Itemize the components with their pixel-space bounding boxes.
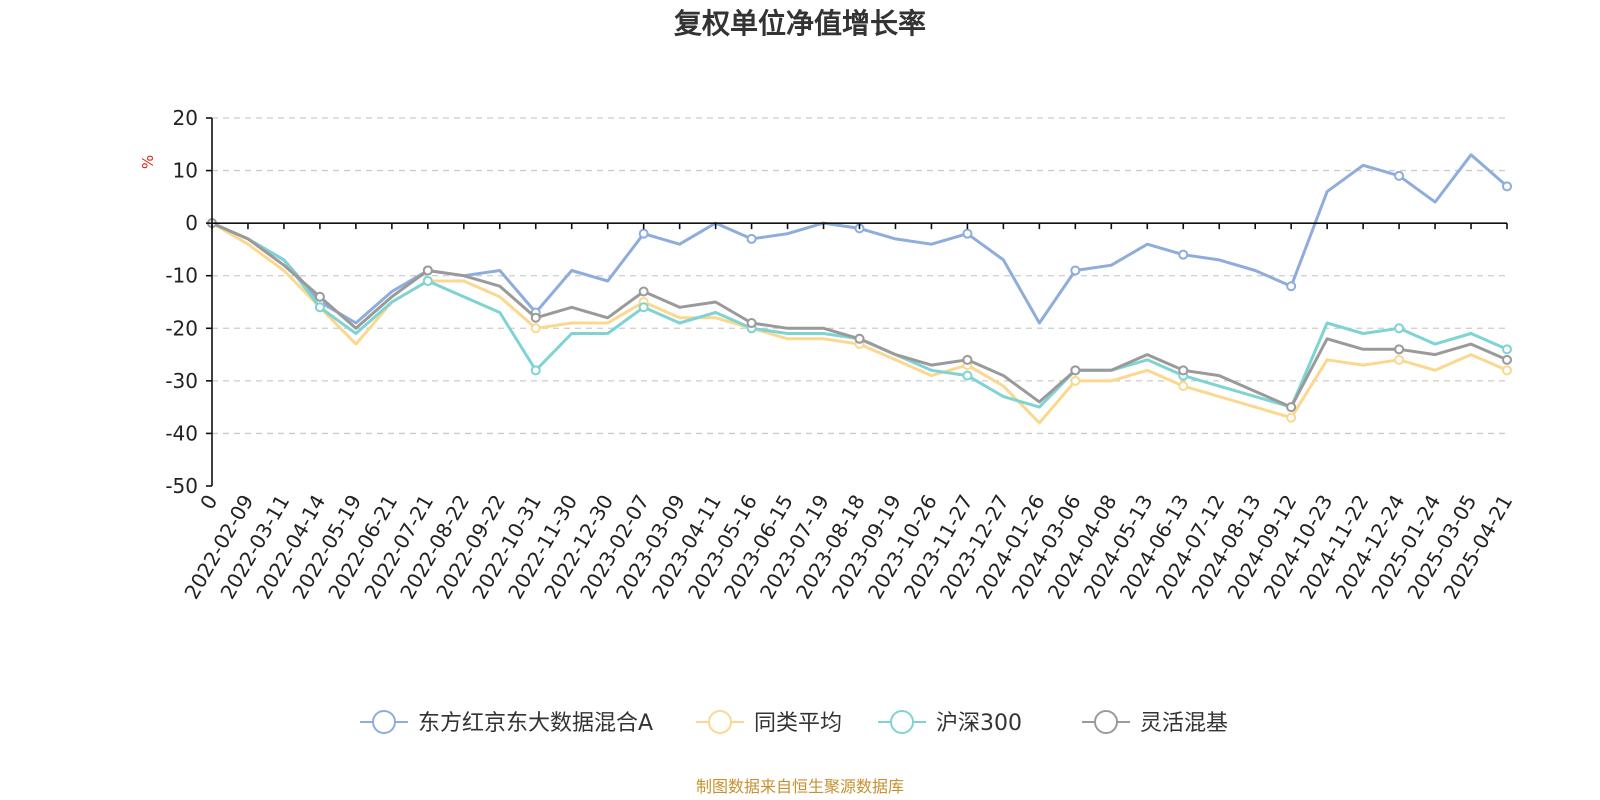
y-axis-unit: % (139, 155, 157, 169)
series-point (1178, 249, 1189, 260)
legend-item[interactable]: 灵活混基 (1082, 710, 1228, 736)
series-point (530, 312, 541, 323)
series-point (1394, 354, 1405, 365)
y-tick-label: 10 (173, 159, 198, 183)
series-point (1286, 402, 1297, 413)
legend-label: 同类平均 (754, 711, 842, 736)
series-point (746, 233, 757, 244)
source-note: 制图数据来自恒生聚源数据库 (696, 777, 904, 796)
series-point (530, 323, 541, 334)
series-point (638, 286, 649, 297)
y-tick-label: -50 (165, 474, 198, 498)
y-tick-label: -40 (165, 421, 198, 445)
y-tick-label: -20 (165, 316, 198, 340)
series-point (1070, 375, 1081, 386)
legend: 东方红京东大数据混合A 同类平均 沪深300 灵活混基 (360, 710, 1228, 736)
y-tick-label: -30 (165, 369, 198, 393)
x-tick-label: 0 (195, 491, 222, 514)
legend-item[interactable]: 东方红京东大数据混合A (360, 710, 653, 736)
series-point (422, 275, 433, 286)
series-point (1178, 381, 1189, 392)
series-point (638, 302, 649, 313)
series-line-2 (210, 221, 1509, 409)
legend-label: 沪深300 (936, 711, 1022, 736)
legend-marker-icon (708, 710, 732, 734)
series-point (854, 333, 865, 344)
series-point (1070, 265, 1081, 276)
series-point (638, 228, 649, 239)
y-tick-label: 0 (185, 211, 198, 235)
series-point (962, 228, 973, 239)
series-point (1502, 181, 1512, 192)
series-point (530, 365, 541, 376)
series-point (1286, 281, 1297, 292)
chart-title: 复权单位净值增长率 (674, 7, 926, 40)
series-point (422, 265, 433, 276)
series-line-1 (210, 221, 1509, 425)
legend-marker-icon (1094, 710, 1118, 734)
series-point (746, 318, 757, 329)
y-tick-label: -10 (165, 264, 198, 288)
legend-item[interactable]: 沪深300 (878, 710, 1022, 736)
series-line-0 (210, 153, 1509, 325)
series-point (1502, 344, 1512, 355)
series-point (314, 291, 325, 302)
legend-label: 灵活混基 (1140, 711, 1228, 736)
y-tick-label: 20 (173, 106, 198, 130)
series-line-3 (210, 221, 1509, 409)
series-point (1394, 344, 1405, 355)
series-point (1394, 323, 1405, 334)
series-point (314, 302, 325, 313)
gridlines (212, 117, 1507, 435)
series-point (1502, 365, 1512, 376)
series-point (1070, 365, 1081, 376)
legend-marker-icon (890, 710, 914, 734)
legend-label: 东方红京东大数据混合A (418, 711, 653, 736)
legend-item[interactable]: 同类平均 (696, 710, 842, 736)
series-point (1178, 365, 1189, 376)
legend-marker-icon (372, 710, 396, 734)
series-point (1502, 354, 1512, 365)
series-point (962, 370, 973, 381)
series-point (1286, 412, 1297, 423)
series-point (962, 354, 973, 365)
series-point (1394, 170, 1405, 181)
series-lines (207, 153, 1512, 425)
